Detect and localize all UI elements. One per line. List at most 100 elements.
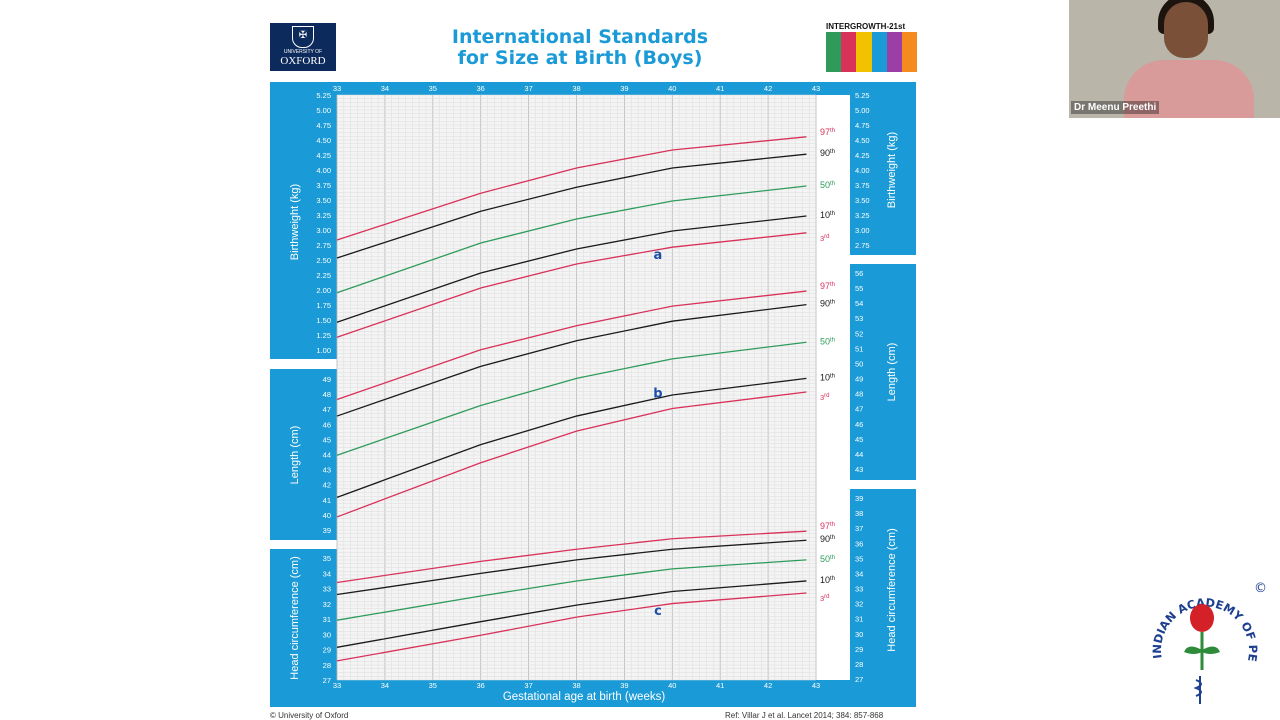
x-tick-bottom-39: 39 — [620, 681, 628, 690]
percentile-label-weight-50th: 50th — [820, 180, 835, 190]
curve-weight-97th — [336, 136, 807, 241]
percentile-label-length-90th: 90th — [820, 299, 835, 309]
x-tick-bottom-37: 37 — [524, 681, 532, 690]
y-tick-left-weight: 1.75 — [316, 301, 331, 310]
x-tick-bottom-41: 41 — [716, 681, 724, 690]
annotation-length: b — [653, 386, 662, 401]
y-tick-right-length: 46 — [855, 420, 863, 429]
curve-head-90th — [336, 539, 807, 596]
y-tick-right-head: 32 — [855, 600, 863, 609]
x-tick-top-35: 35 — [429, 84, 437, 93]
y-tick-right-length: 45 — [855, 435, 863, 444]
curve-head-97th — [336, 530, 807, 584]
y-tick-right-head: 37 — [855, 524, 863, 533]
y-tick-left-length: 43 — [323, 466, 331, 475]
y-tick-left-length: 47 — [323, 405, 331, 414]
curve-length-3rd — [336, 391, 807, 518]
y-axis-label-right-weight: Birthweight (kg) — [886, 132, 898, 208]
curve-weight-90th — [336, 153, 807, 259]
caduceus-icon — [1193, 676, 1202, 704]
x-tick-top-34: 34 — [381, 84, 389, 93]
y-tick-right-length: 56 — [855, 269, 863, 278]
y-tick-left-weight: 4.00 — [316, 166, 331, 175]
y-tick-right-length: 44 — [855, 450, 863, 459]
y-axis-label-right-length: Length (cm) — [886, 343, 898, 402]
y-tick-left-length: 46 — [323, 420, 331, 429]
right-panel-head — [850, 489, 916, 707]
y-tick-right-weight: 4.00 — [855, 166, 870, 175]
y-tick-right-weight: 3.00 — [855, 226, 870, 235]
x-tick-top-38: 38 — [572, 84, 580, 93]
y-tick-left-weight: 3.00 — [316, 226, 331, 235]
footer-reference: Ref: Villar J et al. Lancet 2014; 384: 8… — [725, 711, 884, 720]
curve-weight-3rd — [336, 232, 807, 338]
curve-length-90th — [336, 303, 807, 417]
percentile-label-length-3rd: 3rd — [820, 393, 830, 402]
oxford-logo: ✠ UNIVERSITY OF OXFORD — [270, 23, 336, 71]
y-tick-left-length: 39 — [323, 526, 331, 535]
y-tick-right-weight: 4.25 — [855, 151, 870, 160]
x-tick-bottom-40: 40 — [668, 681, 676, 690]
video-thumbnail[interactable]: Dr Meenu Preethi — [1069, 0, 1280, 118]
y-tick-left-length: 48 — [323, 390, 331, 399]
y-tick-left-head: 31 — [323, 615, 331, 624]
y-tick-right-weight: 5.25 — [855, 91, 870, 100]
y-tick-left-weight: 3.25 — [316, 211, 331, 220]
x-tick-bottom-43: 43 — [812, 681, 820, 690]
percentile-label-length-10th: 10th — [820, 372, 835, 382]
intergrowth-image — [826, 32, 918, 72]
y-tick-left-weight: 2.00 — [316, 286, 331, 295]
y-tick-left-head: 30 — [323, 630, 331, 639]
y-tick-left-head: 34 — [323, 569, 331, 578]
x-tick-bottom-38: 38 — [572, 681, 580, 690]
y-tick-right-head: 38 — [855, 509, 863, 518]
y-tick-left-length: 44 — [323, 451, 331, 460]
right-panel-length — [850, 264, 916, 480]
left-panel-weight — [270, 82, 337, 359]
left-panel-length — [270, 369, 337, 540]
y-tick-left-length: 45 — [323, 435, 331, 444]
y-tick-right-length: 52 — [855, 329, 863, 338]
iap-copyright-mark: © — [1254, 581, 1267, 596]
x-tick-top-36: 36 — [477, 84, 485, 93]
y-tick-right-length: 43 — [855, 465, 863, 474]
oxford-crest-icon: ✠ — [292, 26, 314, 48]
curve-weight-50th — [336, 185, 807, 294]
y-tick-left-length: 49 — [323, 375, 331, 384]
right-panel-weight — [850, 82, 916, 255]
y-tick-left-head: 35 — [323, 554, 331, 563]
curve-length-50th — [336, 341, 807, 456]
left-panel-head — [270, 549, 337, 707]
y-tick-left-weight: 1.50 — [316, 316, 331, 325]
curve-head-3rd — [336, 592, 807, 662]
percentile-label-head-10th: 10th — [820, 575, 835, 585]
y-tick-right-head: 36 — [855, 539, 863, 548]
top-axis-band — [270, 82, 916, 95]
y-tick-left-weight: 2.75 — [316, 241, 331, 250]
y-tick-right-head: 34 — [855, 569, 863, 578]
y-tick-right-head: 39 — [855, 494, 863, 503]
percentile-label-weight-3rd: 3rd — [820, 234, 830, 243]
y-tick-right-head: 27 — [855, 675, 863, 684]
x-tick-bottom-42: 42 — [764, 681, 772, 690]
percentile-label-length-50th: 50th — [820, 336, 835, 346]
x-tick-top-43: 43 — [812, 84, 820, 93]
y-tick-right-weight: 4.75 — [855, 121, 870, 130]
participant-body — [1124, 60, 1254, 118]
y-tick-left-weight: 1.25 — [316, 331, 331, 340]
percentile-label-weight-97th: 97th — [820, 127, 835, 137]
y-axis-label-right-head: Head circumference (cm) — [886, 528, 898, 651]
y-tick-left-weight: 3.50 — [316, 196, 331, 205]
y-tick-left-head: 28 — [323, 661, 331, 670]
bottom-axis-band — [270, 680, 916, 707]
percentile-label-head-97th: 97th — [820, 521, 835, 531]
y-tick-right-weight: 4.50 — [855, 136, 870, 145]
curve-head-50th — [336, 559, 807, 621]
y-tick-left-head: 27 — [323, 676, 331, 685]
iap-logo: INDIAN ACADEMY OF PEDIATRICS © — [1140, 570, 1267, 704]
y-tick-right-length: 51 — [855, 344, 863, 353]
annotation-weight: a — [654, 248, 663, 263]
y-tick-left-weight: 3.75 — [316, 181, 331, 190]
y-tick-right-head: 30 — [855, 630, 863, 639]
y-tick-right-weight: 3.75 — [855, 181, 870, 190]
